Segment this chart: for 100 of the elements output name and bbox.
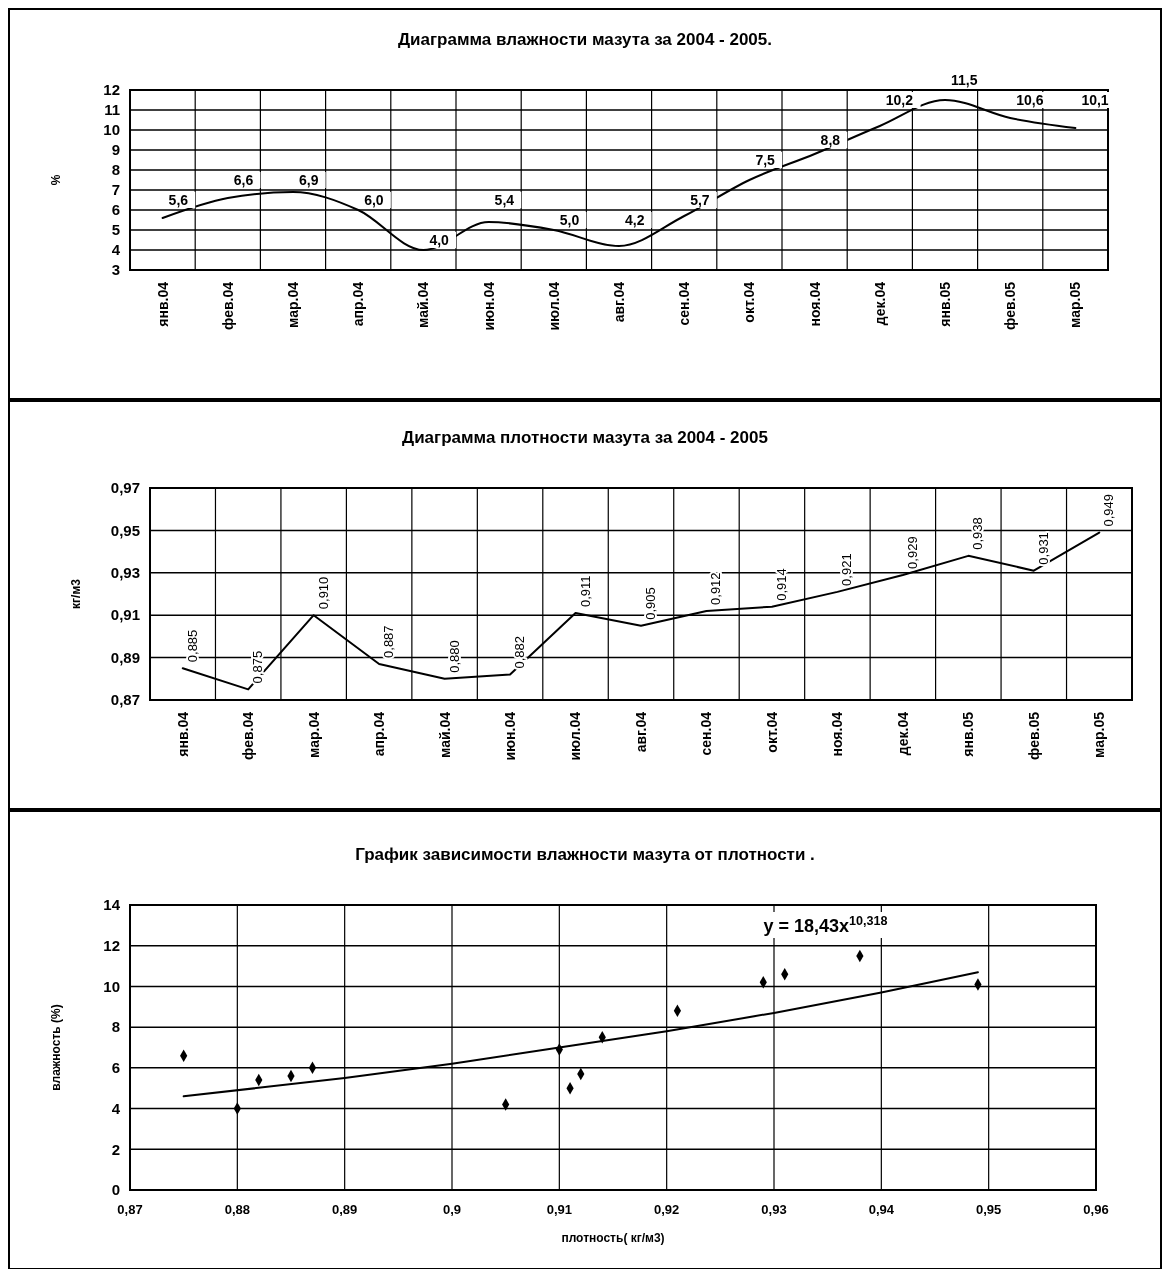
data-label: 0,882 [512,636,528,669]
x-tick-label: дек.04 [894,711,911,756]
data-label: 0,912 [708,572,724,605]
data-label: 6,0 [364,192,384,209]
y-tick-label: 8 [111,161,120,179]
data-label: 11,5 [951,72,978,89]
data-label: 0,880 [446,640,462,673]
x-tick-label: окт.04 [741,281,758,323]
x-tick-label: фев.04 [240,711,257,760]
y-axis-title: влажность (%) [49,1004,63,1091]
data-label: 10,1 [1081,92,1109,109]
data-label: 5,7 [690,192,710,209]
x-tick-label: янв.05 [936,281,953,327]
data-label: 5,4 [494,192,515,209]
y-tick-label: 8 [111,1018,120,1036]
x-tick-label: апр.04 [371,711,388,757]
y-tick-label: 2 [111,1140,120,1158]
x-tick-label: 0,92 [654,1202,680,1217]
data-label: 0,931 [1035,532,1051,565]
x-tick-label: 0,96 [1083,1202,1109,1217]
y-tick-label: 4 [111,1099,121,1117]
x-tick-label: 0,93 [761,1202,787,1217]
x-tick-label: мар.05 [1067,281,1084,328]
x-tick-label: июн.04 [501,711,518,761]
x-tick-label: мар.04 [284,281,301,328]
x-tick-label: 0,95 [976,1202,1002,1217]
y-tick-label: 0,87 [110,691,140,709]
x-tick-label: сен.04 [676,281,693,326]
x-tick-label: мар.05 [1091,711,1108,758]
y-tick-label: 0 [111,1181,120,1199]
x-tick-label: фев.05 [1025,711,1042,760]
x-tick-label: 0,89 [332,1202,358,1217]
y-tick-label: 9 [111,141,120,159]
x-tick-label: 0,91 [546,1202,572,1217]
x-tick-label: ноя.04 [829,711,846,757]
y-tick-label: 4 [111,241,121,259]
data-label: 0,921 [839,553,855,586]
data-label: 6,9 [299,172,319,189]
x-tick-label: мар.04 [305,711,322,758]
data-label: 10,2 [885,92,914,109]
chart-title: График зависимости влажности мазута от плотности . [355,845,815,864]
x-tick-label: май.04 [415,281,432,329]
y-tick-label: 6 [111,1059,120,1077]
y-tick-label: 12 [103,936,120,954]
y-tick-label: 0,89 [110,648,140,666]
data-label: 6,6 [233,172,254,189]
data-label: 0,905 [643,587,658,620]
x-tick-label: ноя.04 [806,281,823,327]
data-label: 0,949 [1101,493,1117,527]
y-tick-label: 0,97 [110,479,140,497]
chart-title: Диаграмма влажности мазута за 2004 - 2005. [397,30,773,49]
y-tick-label: 3 [111,261,120,279]
data-label: 0,929 [904,536,920,569]
x-tick-label: янв.04 [154,281,171,327]
data-label: 7,5 [755,152,776,169]
x-tick-label: дек.04 [871,281,888,326]
x-tick-label: янв.05 [960,711,977,757]
y-tick-label: 0,95 [110,521,140,539]
annotation: y = 18,43x$^{10,318}$ [763,914,888,936]
x-tick-label: фев.04 [219,281,236,330]
data-label: 0,910 [315,576,331,610]
y-tick-label: 11 [104,101,120,119]
data-label: 5,0 [559,212,580,229]
data-label: 0,875 [250,650,266,684]
y-tick-label: 12 [103,81,120,99]
x-tick-label: май.04 [436,711,453,759]
x-tick-label: июл.04 [567,711,584,761]
y-tick-label: 0,93 [110,564,140,582]
y-tick-label: 10 [103,977,120,995]
y-tick-label: 14 [103,896,121,914]
data-label: 4,0 [429,232,450,249]
data-label: 0,911 [577,575,593,608]
data-label: 0,887 [381,625,397,658]
y-axis-title: кг/м3 [69,578,83,609]
x-tick-label: авг.04 [610,281,627,323]
x-tick-label: сен.04 [698,711,715,756]
x-tick-label: фев.05 [1002,281,1019,330]
data-label: 0,914 [773,568,789,601]
y-tick-label: 6 [111,201,120,219]
y-axis-title: % [49,174,63,186]
x-axis-title: плотность( кг/м3) [561,1231,665,1245]
x-tick-label: авг.04 [632,711,649,753]
y-tick-label: 0,91 [110,606,140,624]
y-tick-label: 7 [111,181,120,199]
data-label: 0,938 [970,517,986,550]
x-tick-label: июн.04 [480,281,497,331]
data-label: 8,8 [820,132,841,149]
x-tick-label: 0,88 [224,1202,250,1217]
x-tick-label: янв.04 [174,711,191,757]
x-tick-label: окт.04 [763,711,780,753]
x-tick-label: апр.04 [350,281,367,327]
data-label: 5,6 [168,192,189,209]
chart-title: Диаграмма плотности мазута за 2004 - 2005 [402,428,768,447]
y-tick-label: 10 [103,121,120,139]
y-tick-label: 5 [111,221,120,239]
data-label: 4,2 [625,212,645,229]
data-label: 0,885 [184,629,200,663]
x-tick-label: 0,94 [868,1202,895,1217]
data-label: 10,6 [1016,92,1044,109]
x-tick-label: июл.04 [545,281,562,331]
